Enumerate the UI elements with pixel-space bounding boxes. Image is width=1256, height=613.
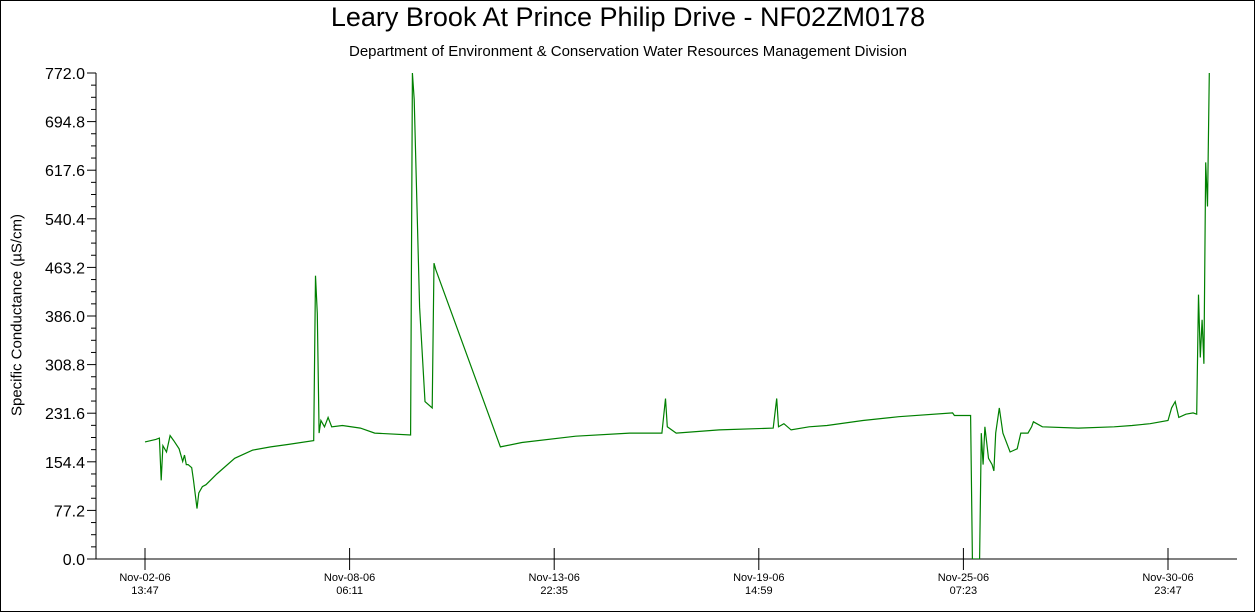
- y-tick-label: 308.8: [45, 358, 85, 375]
- series-line-0: [144, 73, 1210, 559]
- y-tick-label: 617.6: [45, 163, 85, 180]
- y-tick-label: 77.2: [54, 503, 85, 520]
- chart-subtitle: Department of Environment & Conservation…: [348, 43, 908, 60]
- x-tick-label-time: 07:23: [950, 585, 978, 597]
- chart-title: Leary Brook At Prince Philip Drive - NF0…: [330, 2, 926, 32]
- x-tick-label-date: Nov-13-06: [529, 572, 580, 584]
- y-tick-label: 231.6: [45, 406, 85, 423]
- x-tick-label-time: 23:47: [1154, 585, 1182, 597]
- x-tick-label-time: 06:11: [336, 585, 363, 597]
- y-tick-label: 463.2: [45, 260, 85, 277]
- axes: [95, 73, 1237, 560]
- y-tick-label: 386.0: [45, 309, 85, 326]
- x-tick-label-time: 14:59: [745, 585, 773, 597]
- x-tick-label-date: Nov-08-06: [324, 572, 375, 584]
- x-tick-label-date: Nov-25-06: [938, 572, 989, 584]
- y-ticks: 0.0 77.2 154.4 231.6 308.8 386.0 463.2 540.4 617…: [45, 66, 96, 569]
- y-tick-label: 772.0: [45, 66, 85, 83]
- y-tick-label: 154.4: [45, 455, 85, 472]
- y-tick-label: 540.4: [45, 212, 85, 229]
- x-tick-label-time: 13:47: [131, 585, 159, 597]
- x-tick-label-time: 22:35: [540, 585, 568, 597]
- y-tick-label: 0.0: [63, 552, 85, 569]
- y-tick-label: 694.8: [45, 115, 85, 132]
- x-tick-label-date: Nov-19-06: [733, 572, 784, 584]
- x-tick-label-date: Nov-30-06: [1142, 572, 1193, 584]
- series-group: [144, 73, 1210, 559]
- x-tick-label-date: Nov-02-06: [119, 572, 170, 584]
